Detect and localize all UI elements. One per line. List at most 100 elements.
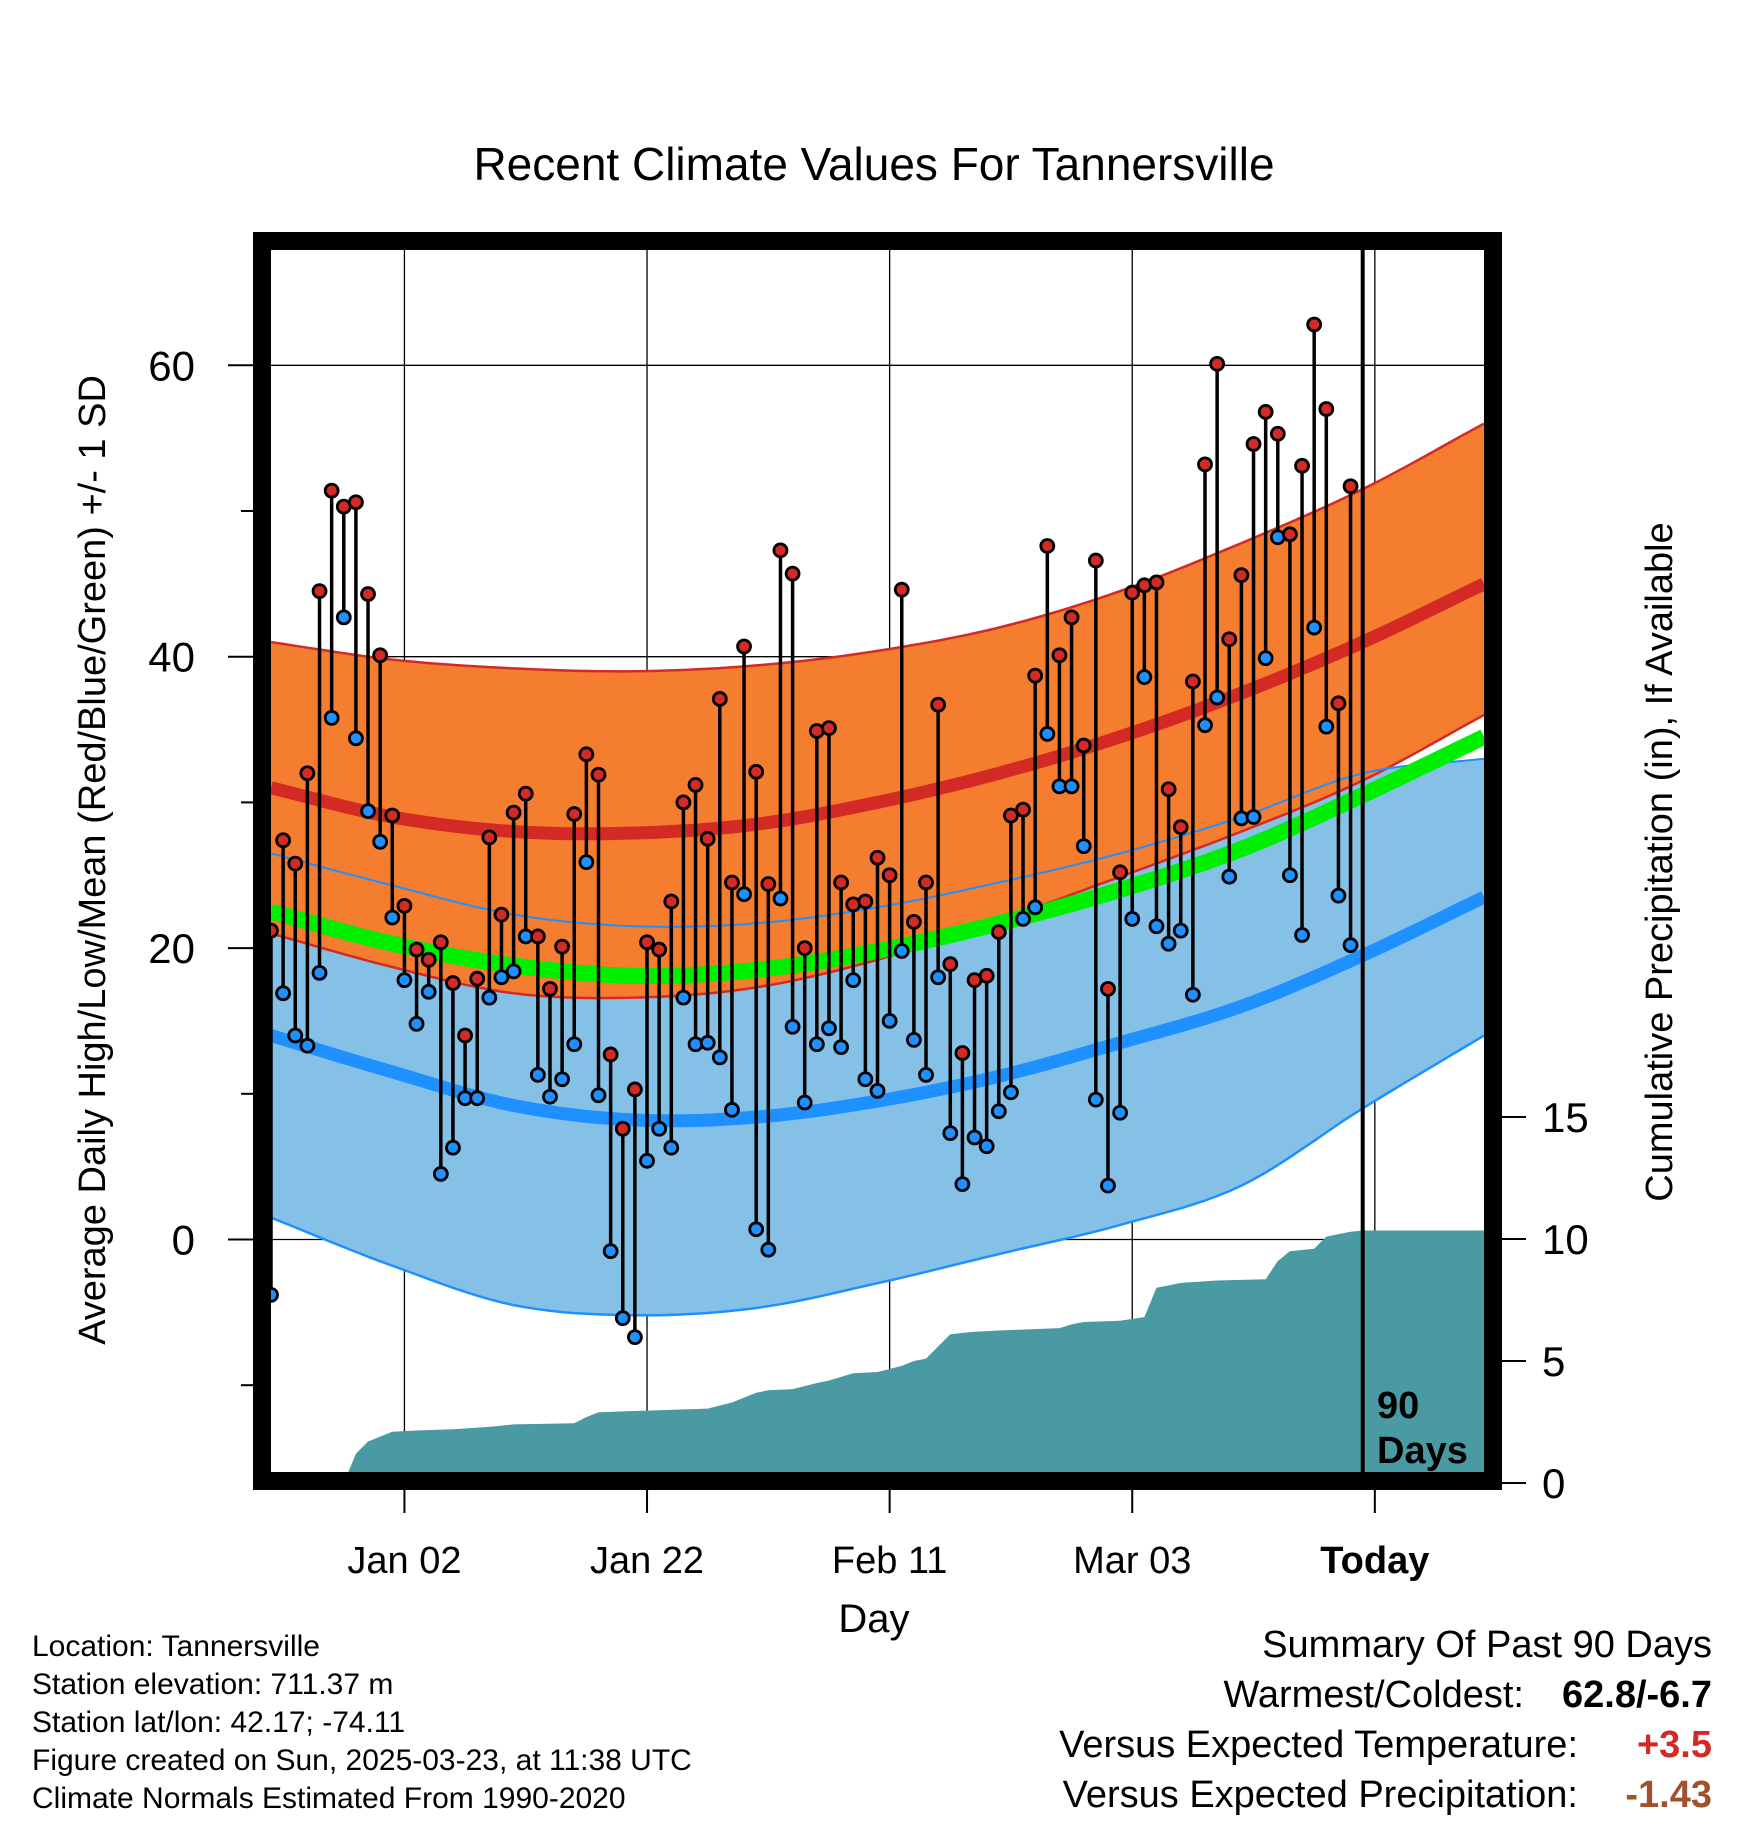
daily-high-dot bbox=[1233, 567, 1250, 584]
daily-high-dot bbox=[833, 874, 850, 891]
daily-high-dot bbox=[627, 1081, 643, 1098]
daily-high-dot bbox=[639, 934, 655, 951]
daily-low-dot bbox=[1221, 868, 1238, 885]
daily-low-dot bbox=[930, 969, 947, 986]
y-tick-label: 0 bbox=[172, 1217, 195, 1264]
daily-high-dot bbox=[1063, 609, 1080, 626]
daily-low-dot bbox=[808, 1036, 825, 1053]
daily-high-dot bbox=[566, 806, 583, 822]
info-created: Figure created on Sun, 2025-03-23, at 11… bbox=[32, 1744, 692, 1777]
daily-high-dot bbox=[651, 941, 668, 958]
daily-high-dot bbox=[542, 980, 558, 997]
plot-frame bbox=[253, 232, 1502, 1490]
daily-low-dot bbox=[1342, 937, 1359, 954]
y-axis-label: Average Daily High/Low/Mean (Red/Blue/Gr… bbox=[72, 375, 114, 1345]
today-marker-label-2: Days bbox=[1377, 1430, 1468, 1472]
warmest-coldest-value: 62.8/-6.7 bbox=[1562, 1674, 1712, 1716]
daily-high-dot bbox=[918, 874, 934, 891]
daily-low-dot bbox=[1148, 918, 1165, 935]
daily-low-dot bbox=[396, 972, 413, 989]
y2-tick-label: 0 bbox=[1542, 1460, 1565, 1507]
daily-high-dot bbox=[614, 1120, 631, 1137]
x-tick-label: Jan 02 bbox=[347, 1540, 461, 1582]
daily-high-dot bbox=[1282, 526, 1298, 543]
daily-low-dot bbox=[881, 1013, 898, 1029]
temp-versus-label: Versus Expected Temperature: bbox=[1059, 1724, 1578, 1766]
daily-high-dot bbox=[1039, 538, 1056, 554]
daily-high-dot bbox=[1257, 404, 1274, 420]
daily-high-dot bbox=[1269, 425, 1286, 442]
daily-low-dot bbox=[905, 1031, 922, 1048]
daily-high-dot bbox=[1124, 584, 1141, 601]
daily-low-dot bbox=[335, 609, 352, 626]
daily-low-dot bbox=[1136, 669, 1153, 685]
daily-low-dot bbox=[554, 1071, 571, 1088]
daily-low-dot bbox=[311, 964, 328, 981]
daily-low-dot bbox=[627, 1329, 643, 1346]
daily-high-dot bbox=[372, 647, 389, 664]
daily-low-dot bbox=[1124, 911, 1141, 927]
daily-high-dot bbox=[1087, 552, 1104, 569]
summary-warmest-coldest-row: Warmest/Coldest: 62.8/-6.7 bbox=[1059, 1670, 1712, 1720]
daily-low-dot bbox=[748, 1221, 765, 1238]
daily-high-dot bbox=[699, 830, 716, 847]
daily-low-dot bbox=[736, 886, 752, 903]
daily-high-dot bbox=[1306, 316, 1323, 333]
daily-high-dot bbox=[663, 893, 680, 910]
daily-low-dot bbox=[529, 1066, 546, 1083]
daily-high-dot bbox=[469, 970, 486, 987]
chart-title: Recent Climate Values For Tannersville bbox=[473, 138, 1274, 190]
daily-high-dot bbox=[1209, 355, 1226, 372]
info-elevation: Station elevation: 711.37 m bbox=[32, 1668, 394, 1701]
y-tick-label: 20 bbox=[148, 925, 195, 972]
daily-high-dot bbox=[1148, 574, 1165, 591]
daily-high-dot bbox=[311, 583, 328, 600]
daily-high-dot bbox=[299, 765, 316, 782]
daily-high-dot bbox=[323, 482, 340, 499]
daily-high-dot bbox=[348, 494, 364, 511]
daily-high-dot bbox=[1015, 801, 1031, 818]
daily-low-dot bbox=[1197, 717, 1213, 734]
daily-high-dot bbox=[1172, 819, 1189, 836]
daily-low-dot bbox=[1063, 778, 1080, 795]
daily-low-dot bbox=[1039, 726, 1056, 742]
daily-high-dot bbox=[869, 849, 886, 866]
daily-high-dot bbox=[1294, 457, 1310, 474]
daily-high-dot bbox=[1027, 667, 1044, 684]
daily-low-dot bbox=[602, 1243, 619, 1260]
daily-high-dot bbox=[736, 638, 752, 655]
daily-high-dot bbox=[796, 940, 813, 956]
daily-low-dot bbox=[966, 1129, 983, 1146]
daily-high-dot bbox=[408, 941, 425, 958]
daily-low-dot bbox=[299, 1037, 316, 1054]
daily-low-dot bbox=[1184, 986, 1201, 1003]
low-band-lower-edge bbox=[271, 1034, 1484, 1317]
daily-high-dot bbox=[724, 874, 740, 891]
daily-high-dot bbox=[554, 938, 571, 955]
daily-low-dot bbox=[542, 1088, 558, 1105]
daily-low-dot bbox=[699, 1034, 716, 1051]
daily-high-dot bbox=[687, 777, 704, 793]
daily-low-dot bbox=[942, 1125, 959, 1142]
daily-low-dot bbox=[493, 969, 510, 986]
daily-high-dot bbox=[978, 967, 995, 984]
daily-high-dot bbox=[1075, 737, 1092, 754]
daily-high-dot bbox=[990, 924, 1007, 940]
y2-tick-label: 10 bbox=[1542, 1216, 1589, 1263]
daily-low-dot bbox=[784, 1018, 801, 1035]
daily-low-dot bbox=[408, 1015, 425, 1032]
daily-high-dot bbox=[445, 975, 461, 991]
precip-versus-label: Versus Expected Precipitation: bbox=[1062, 1774, 1578, 1816]
daily-low-dot bbox=[893, 943, 910, 959]
summary-temp-row: Versus Expected Temperature: +3.5 bbox=[1059, 1720, 1712, 1770]
daily-low-dot bbox=[1330, 887, 1347, 904]
daily-high-dot bbox=[1003, 807, 1019, 824]
daily-high-dot bbox=[821, 720, 837, 736]
info-normals: Climate Normals Estimated From 1990-2020 bbox=[32, 1782, 626, 1815]
x-tick-label: Jan 22 bbox=[590, 1540, 704, 1582]
daily-low-dot bbox=[323, 709, 340, 726]
daily-low-dot bbox=[821, 1020, 837, 1037]
daily-high-dot bbox=[772, 542, 789, 559]
daily-low-dot bbox=[833, 1039, 850, 1056]
daily-low-dot bbox=[384, 909, 401, 926]
